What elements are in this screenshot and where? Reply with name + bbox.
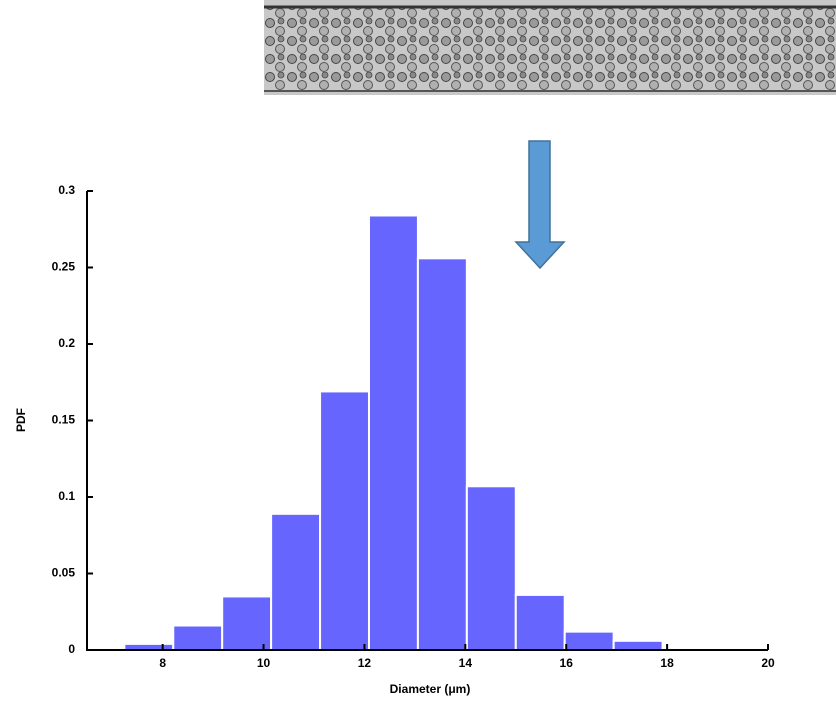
bar <box>465 485 517 652</box>
y-tick-label: 0.25 <box>52 260 76 274</box>
x-tick-label: 20 <box>761 656 775 670</box>
y-tick-label: 0.1 <box>58 489 75 503</box>
x-tick-label: 14 <box>459 656 473 670</box>
y-axis-label: PDF <box>14 408 28 432</box>
bar <box>367 214 419 651</box>
y-tick-label: 0.2 <box>58 336 75 350</box>
bar <box>270 512 322 652</box>
bar <box>172 624 224 652</box>
bar <box>514 593 566 651</box>
y-tick-label: 0.05 <box>52 566 76 580</box>
y-tick-label: 0 <box>68 642 75 656</box>
x-tick-label: 12 <box>358 656 372 670</box>
bar <box>563 630 615 652</box>
micrograph <box>264 0 836 95</box>
bar <box>612 639 664 652</box>
bar <box>319 390 370 651</box>
x-tick-label: 16 <box>560 656 574 670</box>
x-axis-label: Diameter (μm) <box>390 682 471 696</box>
x-tick-label: 10 <box>257 656 271 670</box>
bar <box>221 595 273 652</box>
x-tick-label: 8 <box>159 656 166 670</box>
y-tick-label: 0.3 <box>58 183 75 197</box>
y-tick-label: 0.15 <box>52 413 76 427</box>
arrow <box>514 140 566 270</box>
plot: 0 0.05 0.1 0.15 0.2 0.25 0.3 8 10 12 14 16 18 20 <box>52 183 775 670</box>
bar <box>416 257 468 651</box>
x-tick-label: 18 <box>660 656 674 670</box>
